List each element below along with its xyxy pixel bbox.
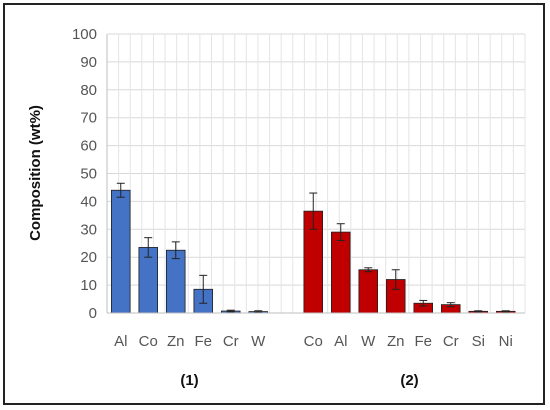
category-label: Cr	[443, 333, 459, 350]
category-label: Al	[114, 333, 127, 350]
bar	[165, 249, 186, 314]
y-axis-ticks: 0 10 20 30 40 50 60 70 80 90 100	[72, 26, 97, 322]
y-axis-label: Composition (wt%)	[27, 105, 44, 241]
y-tick-label: 40	[80, 193, 97, 210]
category-label: Si	[472, 333, 485, 350]
category-label: Fe	[414, 333, 432, 350]
axes	[106, 34, 525, 314]
y-tick-label: 90	[80, 54, 97, 71]
y-tick-label: 10	[80, 277, 97, 294]
chart-frame	[3, 3, 545, 405]
bar	[358, 269, 378, 314]
group-labels: (1) (2)	[180, 372, 418, 389]
y-tick-label: 100	[72, 26, 97, 43]
y-tick-label: 80	[80, 82, 97, 99]
category-label: Ni	[499, 333, 513, 350]
group-label: (1)	[180, 372, 198, 389]
category-labels: Al Co Zn Fe Cr W Co Al W Zn Fe Cr Si Ni	[114, 333, 513, 350]
category-label: Fe	[194, 333, 212, 350]
y-tick-label: 70	[80, 110, 97, 127]
category-label: Zn	[387, 333, 405, 350]
y-tick-label: 50	[80, 166, 97, 183]
category-label: W	[361, 333, 376, 350]
category-label: W	[251, 333, 266, 350]
y-tick-label: 0	[89, 305, 97, 322]
category-label: Cr	[223, 333, 239, 350]
y-tick-label: 60	[80, 138, 97, 155]
category-label: Zn	[167, 333, 185, 350]
group-label: (2)	[400, 372, 418, 389]
y-tick-label: 30	[80, 221, 97, 238]
bars	[111, 182, 516, 314]
category-label: Co	[304, 333, 323, 350]
category-label: Co	[139, 333, 158, 350]
bar	[330, 231, 351, 314]
y-tick-label: 20	[80, 249, 97, 266]
category-label: Al	[334, 333, 347, 350]
bar	[111, 189, 131, 314]
